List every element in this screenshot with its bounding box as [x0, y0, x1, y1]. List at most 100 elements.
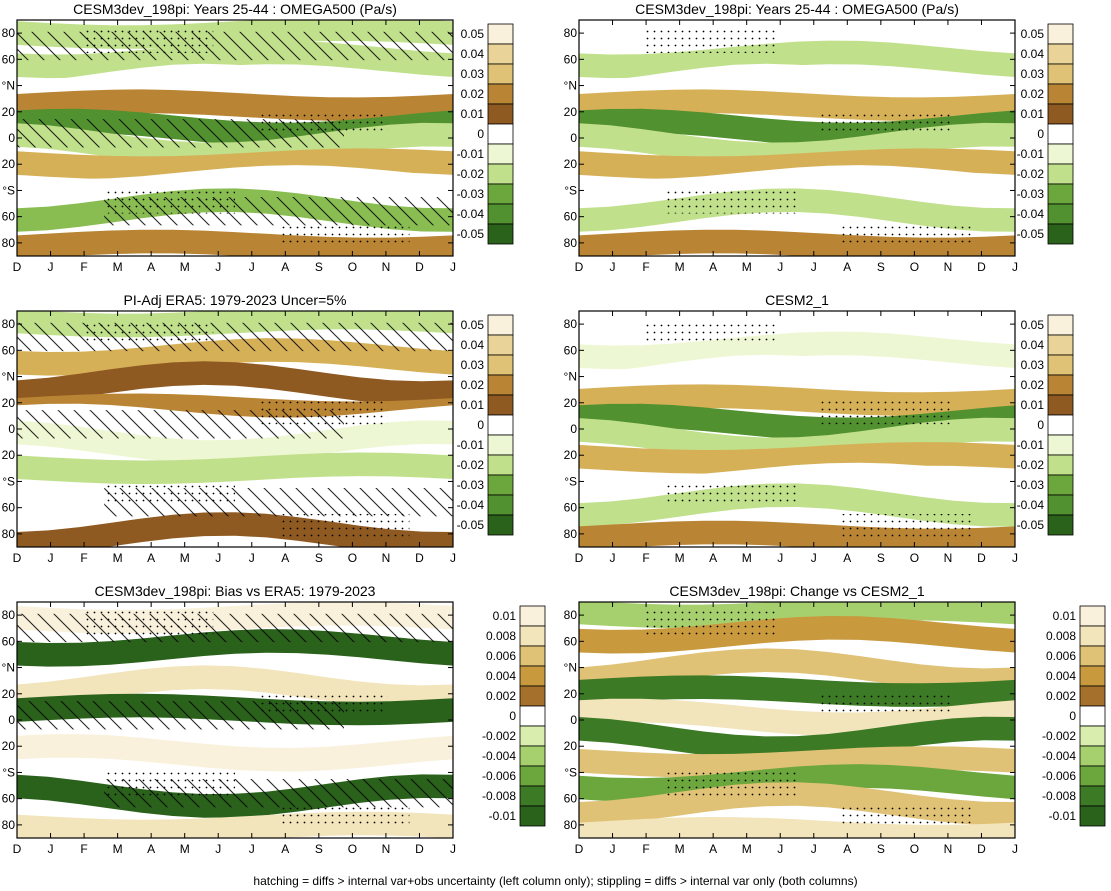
y-tick-label: 0 [8, 713, 15, 727]
colorbar-box [519, 705, 546, 727]
colorbar-label: -0.05 [1017, 227, 1045, 241]
field-band [579, 122, 1015, 167]
colorbar-label: -0.002 [1042, 729, 1076, 743]
colorbar-box [519, 685, 546, 707]
stipple-region [818, 400, 950, 425]
x-tick-label: M [180, 260, 190, 274]
chart-title: CESM3dev_198pi: Bias vs ERA5: 1979-2023 [95, 583, 376, 599]
colorbar-box [1047, 454, 1074, 476]
chart-panel-middle-right: CESM2_1 D J F M A M J J A S O N D J 80 60 °N 20 0 20 °S 60 80 0.… [564, 292, 1074, 565]
chart-panel-bottom-right: CESM3dev_198pi: Change vs CESM2_1 D J F M A M J… [564, 583, 1106, 856]
y-tick-label: 80 [2, 317, 16, 331]
colorbar-label: 0.04 [461, 338, 485, 352]
x-tick-label: O [348, 842, 357, 856]
colorbar-box [1079, 685, 1106, 707]
y-tick-label: °N [564, 661, 577, 675]
y-tick-label: 60 [2, 501, 16, 515]
x-tick-label: J [48, 551, 54, 565]
colorbar-box [519, 625, 546, 647]
colorbar-box [487, 514, 514, 536]
stipple-region [666, 189, 797, 214]
y-tick-label: 80 [2, 527, 16, 541]
colorbar-label: 0 [477, 127, 484, 141]
hatch-region [104, 488, 453, 517]
y-tick-label: 60 [2, 52, 16, 66]
colorbar-box [487, 23, 514, 45]
x-tick-label: D [13, 551, 22, 565]
field-band [17, 361, 453, 405]
y-tick-label: 20 [2, 157, 16, 171]
colorbar-label: 0.01 [461, 107, 485, 121]
colorbar: 0.05 0.04 0.03 0.02 0.01 0 -0.01 -0.02 -0.03 -0.0… [1017, 314, 1074, 536]
colorbar-box [519, 785, 546, 807]
x-tick-label: F [642, 551, 649, 565]
chart-title: CESM2_1 [765, 292, 829, 308]
field-band [579, 40, 1015, 79]
x-tick-label: O [910, 260, 919, 274]
colorbar-box [1047, 334, 1074, 356]
colorbar-label: -0.01 [1049, 809, 1077, 823]
y-tick-label: 20 [564, 687, 578, 701]
chart-panel-middle-left: PI-Adj ERA5: 1979-2023 Uncer=5% D J F M A M J J A… [2, 292, 514, 565]
colorbar-label: -0.03 [1017, 478, 1045, 492]
x-tick-label: A [147, 842, 155, 856]
colorbar-label: 0.004 [1046, 669, 1076, 683]
y-tick-label: 60 [2, 343, 16, 357]
colorbar-label: -0.006 [1042, 769, 1076, 783]
y-tick-label: 80 [564, 26, 578, 40]
x-tick-label: M [180, 842, 190, 856]
colorbar-label: -0.04 [1017, 498, 1045, 512]
x-tick-label: O [910, 842, 919, 856]
field-band [17, 229, 453, 256]
stipple-region [644, 611, 776, 636]
x-tick-label: F [642, 260, 649, 274]
colorbar: 0.05 0.04 0.03 0.02 0.01 0 -0.01 -0.02 -0.03 -0.0… [1017, 23, 1074, 245]
x-tick-label: J [777, 260, 783, 274]
x-tick-label: F [80, 260, 87, 274]
colorbar: 0.05 0.04 0.03 0.02 0.01 0 -0.01 -0.02 -0.03 -0.0… [457, 314, 514, 536]
x-tick-label: M [742, 842, 752, 856]
colorbar-box [1047, 374, 1074, 396]
colorbar-box [1047, 143, 1074, 165]
colorbar-label: -0.01 [457, 147, 485, 161]
x-tick-label: D [415, 260, 424, 274]
colorbar-label: 0.006 [486, 649, 516, 663]
chart-title: CESM3dev_198pi: Change vs CESM2_1 [669, 583, 924, 599]
field-band [17, 452, 453, 485]
stipple-region [840, 222, 972, 247]
colorbar-box [1079, 645, 1106, 667]
colorbar-box [487, 183, 514, 205]
x-tick-label: M [742, 551, 752, 565]
colorbar-label: 0.01 [1021, 398, 1045, 412]
colorbar-box [487, 474, 514, 496]
colorbar-label: 0.006 [1046, 649, 1076, 663]
y-tick-label: 80 [564, 527, 578, 541]
field-band [579, 229, 1015, 256]
x-tick-label: M [675, 551, 685, 565]
x-tick-label: J [610, 842, 616, 856]
colorbar-box [487, 394, 514, 416]
colorbar-box [1079, 785, 1106, 807]
colorbar-label: 0.05 [1021, 318, 1045, 332]
colorbar-box [1047, 43, 1074, 65]
y-tick-label: 20 [2, 396, 16, 410]
colorbar-label: 0.01 [1021, 107, 1045, 121]
colorbar-box [1079, 625, 1106, 647]
colorbar-box [487, 123, 514, 145]
x-tick-label: M [180, 551, 190, 565]
x-tick-label: D [415, 551, 424, 565]
colorbar-box [487, 494, 514, 516]
y-tick-label: 60 [564, 792, 578, 806]
y-tick-label: 20 [564, 396, 578, 410]
colorbar-label: -0.02 [1017, 458, 1045, 472]
colorbar-label: -0.04 [457, 207, 485, 221]
x-tick-label: D [415, 842, 424, 856]
hatch-region [17, 31, 453, 61]
y-tick-label: °N [2, 661, 15, 675]
y-tick-label: 80 [564, 236, 578, 250]
y-tick-label: 20 [564, 105, 578, 119]
x-tick-label: J [450, 842, 456, 856]
field-band [17, 63, 453, 108]
colorbar-label: 0.002 [486, 689, 516, 703]
colorbar-label: 0.04 [1021, 338, 1045, 352]
